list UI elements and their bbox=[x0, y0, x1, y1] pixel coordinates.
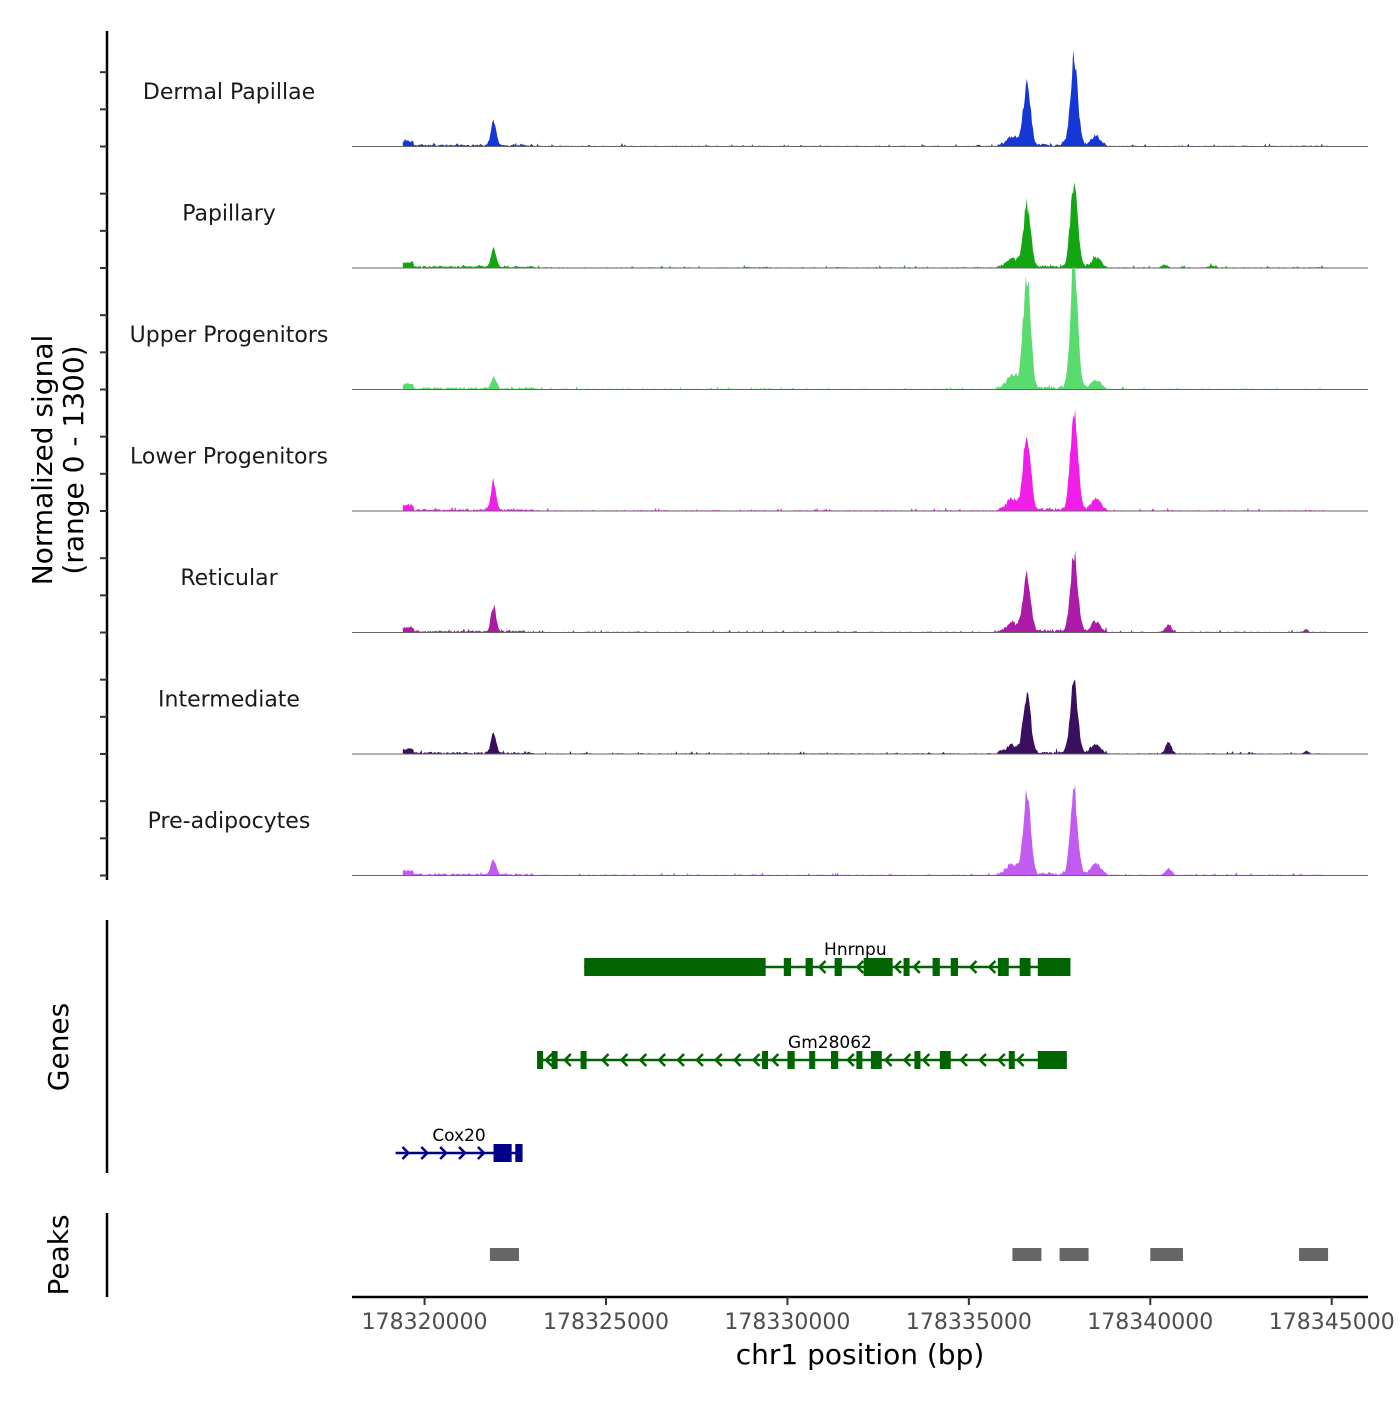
gene-exon bbox=[856, 1051, 863, 1069]
track-label: Upper Progenitors bbox=[130, 323, 329, 348]
strand-chevron bbox=[544, 1053, 553, 1067]
gene-exon bbox=[932, 958, 940, 976]
x-tick-label: 178330000 bbox=[724, 1310, 850, 1335]
strand-chevron bbox=[855, 960, 865, 974]
strand-chevron bbox=[695, 1053, 704, 1067]
gene-exon bbox=[787, 1051, 795, 1069]
peak-region bbox=[1150, 1248, 1183, 1261]
gene-exon bbox=[580, 1051, 587, 1069]
strand-chevron bbox=[968, 960, 978, 974]
gene-exon bbox=[1037, 958, 1071, 976]
gene-exon bbox=[805, 958, 813, 976]
signal-area bbox=[402, 785, 1329, 876]
track-label: Dermal Papillae bbox=[143, 80, 315, 105]
gene-model: Hnrnpu bbox=[584, 940, 1071, 976]
track-label: Lower Progenitors bbox=[130, 445, 328, 470]
strand-chevron bbox=[893, 960, 902, 974]
signal-area bbox=[402, 182, 1329, 268]
y-axis-title: Normalized signal bbox=[26, 335, 59, 586]
signal-area bbox=[402, 267, 1329, 390]
strand-chevron bbox=[902, 1053, 912, 1067]
signal-tracks: Dermal Papillae Papillary Upper Progenitor… bbox=[130, 50, 1368, 876]
genes-panel-title: Genes bbox=[42, 1003, 75, 1091]
gene-exon bbox=[809, 1051, 816, 1069]
strand-chevron bbox=[439, 1146, 448, 1160]
strand-chevron bbox=[921, 1053, 931, 1067]
gene-exon bbox=[1019, 958, 1031, 976]
x-tick-label: 178335000 bbox=[906, 1310, 1032, 1335]
peak-region bbox=[489, 1248, 519, 1261]
peak-region bbox=[1059, 1248, 1089, 1261]
strand-chevron bbox=[676, 1053, 685, 1067]
gene-exon bbox=[551, 1051, 558, 1069]
strand-chevron bbox=[959, 1053, 968, 1067]
strand-chevron bbox=[713, 1053, 723, 1067]
strand-chevron bbox=[997, 1053, 1006, 1067]
gene-model: Cox20 bbox=[395, 1126, 523, 1162]
x-tick-label: 178325000 bbox=[543, 1310, 669, 1335]
strand-chevron bbox=[978, 1053, 987, 1067]
gene-exon bbox=[863, 958, 893, 976]
peaks-panel-title: Peaks bbox=[42, 1214, 75, 1295]
strand-chevron bbox=[600, 1053, 610, 1067]
track-label: Intermediate bbox=[158, 688, 300, 713]
strand-chevron bbox=[563, 1053, 572, 1067]
x-axis-title: chr1 position (bp) bbox=[736, 1338, 985, 1371]
gene-exon bbox=[537, 1051, 544, 1069]
gene-exon bbox=[1008, 1051, 1015, 1069]
strand-chevron bbox=[420, 1146, 430, 1160]
gene-label: Hnrnpu bbox=[824, 940, 887, 960]
gene-exon bbox=[783, 958, 792, 976]
gene-exon bbox=[830, 1051, 839, 1069]
signal-area bbox=[402, 50, 1329, 147]
axes: 178320000 178325000 178330000 178335000 1783… bbox=[100, 31, 1395, 1335]
gene-exon bbox=[914, 1051, 921, 1069]
strand-chevron bbox=[657, 1053, 667, 1067]
gene-annotations: Hnrnpu Gm28062 Cox20 bbox=[395, 940, 1071, 1162]
strand-chevron bbox=[883, 1053, 893, 1067]
gene-exon bbox=[903, 958, 910, 976]
gene-exon bbox=[834, 958, 842, 976]
strand-chevron bbox=[846, 1053, 855, 1067]
strand-chevron bbox=[638, 1053, 648, 1067]
gene-exon bbox=[515, 1144, 523, 1162]
gene-exon bbox=[997, 958, 1009, 976]
strand-chevron bbox=[987, 960, 997, 974]
y-axis-range-subtitle: (range 0 - 1300) bbox=[57, 345, 90, 574]
peak-region bbox=[1012, 1248, 1042, 1261]
signal-area bbox=[402, 679, 1329, 754]
signal-area bbox=[402, 409, 1329, 511]
strand-chevron bbox=[817, 960, 827, 974]
gene-label: Gm28062 bbox=[788, 1033, 872, 1053]
gene-exon bbox=[939, 1051, 951, 1069]
track-label: Pre-adipocytes bbox=[148, 809, 311, 834]
strand-chevron bbox=[401, 1146, 411, 1160]
strand-chevron bbox=[477, 1146, 486, 1160]
gene-exon bbox=[762, 1051, 769, 1069]
gene-label: Cox20 bbox=[432, 1126, 485, 1146]
x-tick-label: 178345000 bbox=[1269, 1310, 1395, 1335]
strand-chevron bbox=[770, 1053, 780, 1067]
strand-chevron bbox=[458, 1146, 467, 1160]
strand-chevron bbox=[1015, 1053, 1025, 1067]
gene-exon bbox=[584, 958, 766, 976]
x-tick-label: 178320000 bbox=[362, 1310, 488, 1335]
gene-exon bbox=[870, 1051, 882, 1069]
strand-chevron bbox=[751, 1053, 761, 1067]
track-label: Reticular bbox=[180, 566, 278, 591]
track-label: Papillary bbox=[182, 202, 276, 227]
gene-exon bbox=[493, 1144, 512, 1162]
strand-chevron bbox=[619, 1053, 629, 1067]
signal-area bbox=[402, 549, 1329, 633]
gene-model: Gm28062 bbox=[537, 1033, 1067, 1069]
strand-chevron bbox=[912, 960, 921, 974]
strand-chevron bbox=[732, 1053, 742, 1067]
gene-exon bbox=[950, 958, 958, 976]
gene-exon bbox=[1037, 1051, 1067, 1069]
x-tick-label: 178340000 bbox=[1087, 1310, 1213, 1335]
peak-region bbox=[1299, 1248, 1329, 1261]
peak-regions bbox=[489, 1248, 1329, 1261]
